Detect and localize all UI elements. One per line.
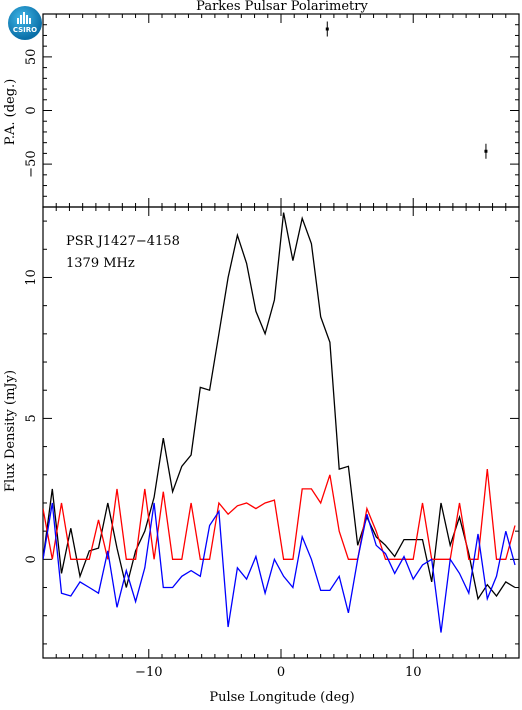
pa-ylabel: P.A. (deg.) — [3, 79, 18, 146]
pa-point — [325, 27, 329, 31]
flux-ylabel: Flux Density (mJy) — [3, 370, 18, 492]
pa-ytick-label: −50 — [24, 150, 39, 177]
psr-name-annotation: PSR J1427−4158 — [66, 234, 180, 249]
flux-xtick-label: 10 — [405, 665, 422, 680]
pa-frame — [42, 13, 520, 208]
pa-ytick-label: 0 — [24, 106, 39, 114]
flux-xtick-label: 0 — [277, 665, 285, 680]
pa-panel: −50 0 50 — [24, 13, 520, 208]
figure-title: Parkes Pulsar Polarimetry — [196, 0, 368, 14]
flux-linear-polarization-line — [43, 469, 516, 560]
flux-ytick-label: 10 — [24, 269, 39, 286]
logo-text: CSIRO — [12, 26, 38, 34]
flux-panel: 0 5 10 −10 0 10 — [24, 206, 520, 680]
flux-xtick-label: −10 — [135, 665, 162, 680]
frequency-annotation: 1379 MHz — [66, 256, 135, 271]
csiro-logo: CSIRO — [8, 6, 42, 40]
flux-xlabel: Pulse Longitude (deg) — [209, 690, 354, 705]
flux-circular-polarization-line — [43, 502, 516, 633]
flux-ytick-label: 0 — [24, 555, 39, 563]
pa-ytick-label: 50 — [24, 49, 39, 66]
flux-total-intensity-line — [43, 212, 516, 601]
flux-ytick-label: 5 — [24, 414, 39, 422]
pa-point — [484, 149, 488, 153]
logo-bars-icon — [17, 12, 33, 24]
